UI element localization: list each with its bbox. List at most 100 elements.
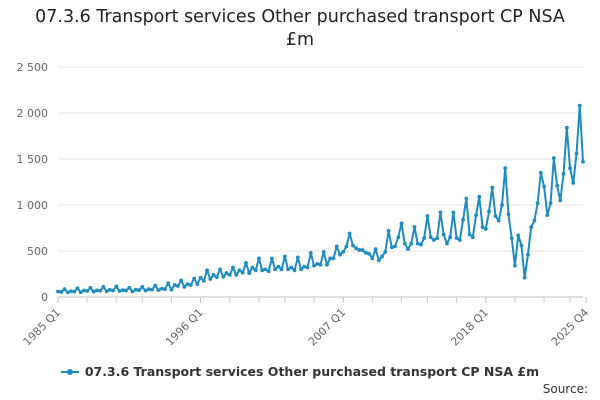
data-point: [480, 225, 485, 229]
x-tick-label: 2025 Q4: [549, 306, 592, 349]
data-point: [577, 103, 582, 108]
data-point: [409, 241, 414, 246]
data-point: [62, 287, 67, 292]
data-point: [454, 236, 459, 241]
data-point: [205, 268, 209, 273]
data-point: [545, 213, 550, 218]
data-point: [538, 170, 543, 175]
data-point: [114, 284, 119, 289]
data-point: [234, 273, 239, 277]
y-tick-label: 2 000: [17, 107, 49, 120]
data-point: [133, 287, 138, 292]
data-point: [221, 274, 226, 279]
data-point: [551, 156, 556, 160]
data-point: [328, 256, 333, 261]
data-point: [176, 284, 180, 288]
legend-label: 07.3.6 Transport services Other purchase…: [84, 364, 540, 379]
data-point: [474, 213, 478, 218]
data-point: [150, 287, 154, 292]
data-point: [522, 275, 527, 280]
legend[interactable]: 07.3.6 Transport services Other purchase…: [0, 364, 600, 379]
data-point: [334, 244, 339, 249]
data-point: [402, 241, 407, 246]
data-point: [257, 256, 261, 261]
data-point: [415, 241, 420, 246]
data-point: [435, 236, 440, 241]
data-point: [146, 287, 151, 292]
x-tick-label: 1996 Q1: [163, 306, 206, 349]
data-point: [493, 214, 498, 218]
data-point: [425, 214, 430, 218]
data-point: [104, 289, 109, 294]
data-point: [396, 235, 401, 240]
data-point: [182, 284, 187, 289]
data-point: [305, 265, 310, 270]
data-point: [548, 201, 553, 206]
data-point: [380, 254, 384, 259]
source-label: Source:: [542, 382, 588, 396]
series-group: [56, 103, 585, 295]
data-point: [389, 245, 394, 250]
data-point: [295, 255, 300, 260]
data-point: [503, 166, 508, 171]
data-point: [555, 183, 559, 188]
data-point: [130, 289, 135, 294]
data-point: [224, 271, 229, 275]
data-point: [302, 264, 307, 269]
data-point: [581, 159, 585, 164]
data-point: [140, 284, 145, 289]
data-point: [253, 268, 258, 273]
data-point: [438, 210, 443, 215]
data-point: [331, 256, 336, 261]
data-point: [143, 288, 148, 293]
y-tick-label: 2 500: [17, 61, 49, 74]
data-point: [470, 235, 475, 240]
y-tick-label: 1 500: [17, 153, 49, 166]
data-point: [542, 184, 547, 189]
data-point: [506, 212, 511, 217]
data-point: [321, 250, 326, 254]
data-point: [299, 267, 303, 272]
data-point: [357, 248, 362, 252]
data-point: [156, 288, 161, 292]
data-point: [59, 290, 64, 294]
data-point: [412, 225, 417, 229]
data-point: [444, 241, 449, 246]
data-point: [179, 278, 184, 283]
data-point: [354, 246, 359, 251]
data-point: [461, 217, 465, 222]
data-point: [75, 286, 80, 291]
y-tick-label: 500: [27, 245, 48, 258]
data-point: [185, 282, 190, 287]
data-point: [269, 256, 274, 261]
data-point: [163, 287, 167, 292]
data-point: [422, 236, 427, 241]
data-point: [94, 288, 99, 293]
data-point: [341, 250, 346, 254]
data-point: [561, 171, 566, 176]
data-point: [477, 194, 482, 199]
data-point: [344, 244, 349, 249]
data-point: [360, 248, 365, 252]
data-point: [292, 268, 297, 273]
data-point: [393, 244, 397, 249]
data-point: [72, 289, 77, 294]
data-point: [247, 271, 252, 275]
x-axis: 1985 Q1 1996 Q1 2007 Q1 2018 Q1 2025 Q4: [21, 297, 592, 349]
data-point: [312, 263, 316, 268]
data-point: [432, 238, 436, 242]
data-point: [208, 277, 213, 281]
data-point: [496, 218, 501, 223]
data-point: [266, 269, 271, 274]
data-point: [101, 284, 106, 289]
data-point: [376, 258, 381, 263]
data-point: [571, 181, 576, 185]
data-point: [289, 265, 294, 270]
data-point: [318, 262, 323, 267]
data-point: [441, 232, 446, 237]
data-point: [516, 233, 521, 238]
data-point: [308, 250, 313, 255]
data-point: [535, 201, 540, 206]
data-point: [192, 276, 197, 281]
y-axis: 0 500 1 000 1 500 2 000 2 500: [17, 61, 49, 304]
